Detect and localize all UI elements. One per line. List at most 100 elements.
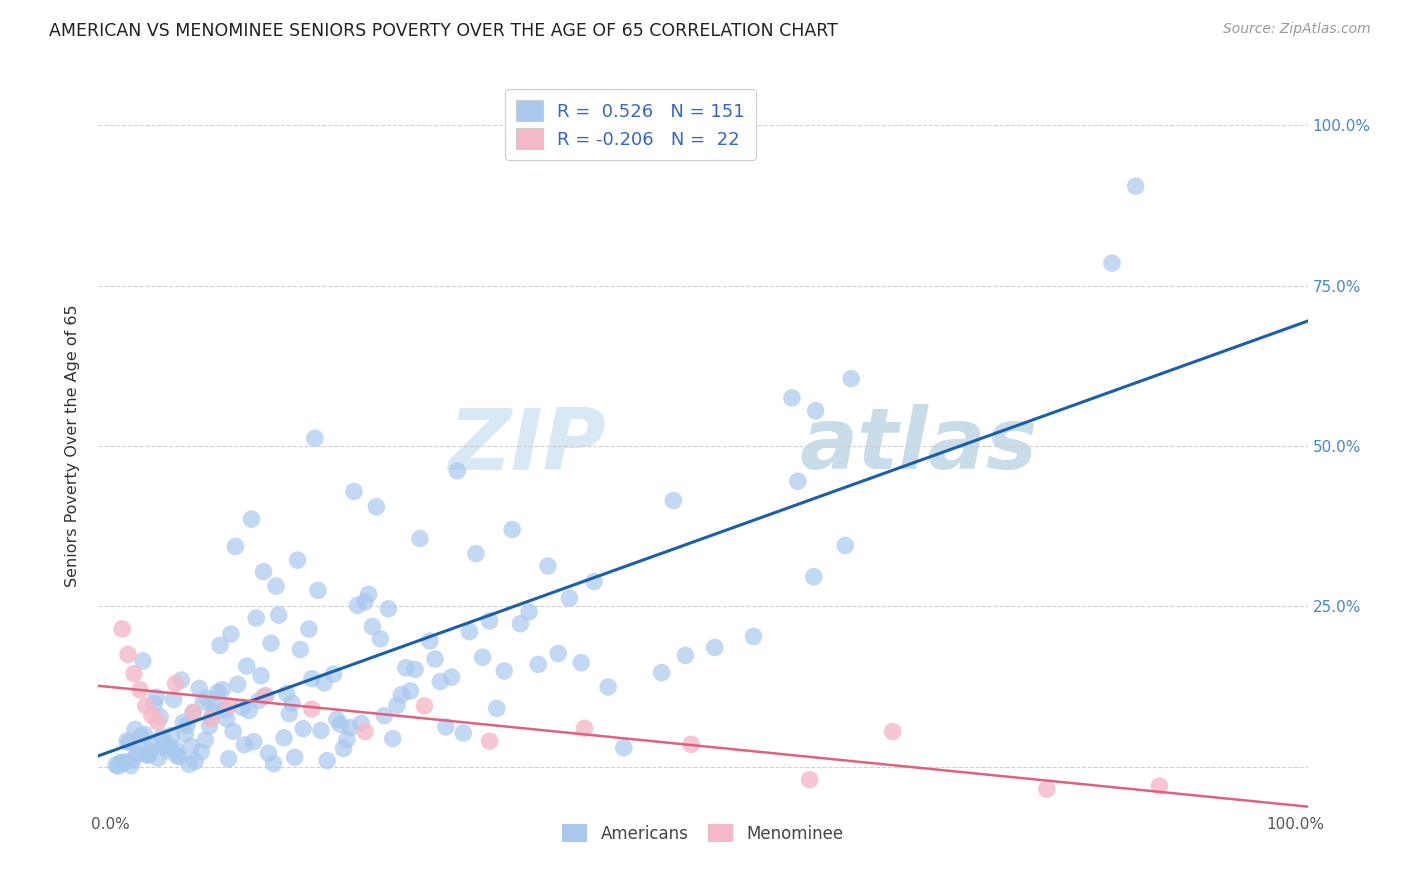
Point bbox=[385, 698, 408, 713]
Point bbox=[651, 665, 673, 680]
Point bbox=[110, 756, 132, 770]
Point bbox=[172, 715, 194, 730]
Point bbox=[1125, 179, 1147, 194]
Point bbox=[343, 484, 366, 499]
Point bbox=[276, 686, 298, 700]
Point bbox=[226, 677, 249, 691]
Point bbox=[208, 639, 231, 653]
Point bbox=[105, 758, 128, 772]
Point bbox=[250, 668, 273, 682]
Point bbox=[339, 721, 361, 735]
Point bbox=[409, 532, 432, 546]
Point bbox=[260, 636, 283, 650]
Point bbox=[200, 711, 222, 725]
Point bbox=[202, 705, 225, 719]
Text: AMERICAN VS MENOMINEE SENIORS POVERTY OVER THE AGE OF 65 CORRELATION CHART: AMERICAN VS MENOMINEE SENIORS POVERTY OV… bbox=[49, 22, 838, 40]
Point bbox=[190, 745, 212, 759]
Point bbox=[354, 724, 377, 739]
Point bbox=[780, 391, 803, 405]
Point bbox=[598, 680, 620, 694]
Point bbox=[404, 662, 426, 676]
Point bbox=[312, 676, 335, 690]
Point bbox=[527, 657, 550, 672]
Point bbox=[326, 713, 349, 727]
Point bbox=[107, 759, 129, 773]
Point bbox=[458, 624, 481, 639]
Point bbox=[135, 698, 157, 713]
Point bbox=[350, 716, 373, 731]
Point bbox=[252, 565, 274, 579]
Point bbox=[804, 403, 827, 417]
Point bbox=[273, 731, 295, 745]
Point bbox=[145, 690, 167, 705]
Point bbox=[198, 719, 221, 733]
Point bbox=[124, 723, 146, 737]
Point bbox=[478, 614, 501, 628]
Point bbox=[197, 691, 219, 706]
Point bbox=[122, 666, 145, 681]
Point bbox=[301, 702, 323, 716]
Point bbox=[377, 601, 399, 615]
Point bbox=[429, 674, 451, 689]
Point bbox=[446, 464, 468, 478]
Point bbox=[681, 737, 703, 751]
Point bbox=[254, 689, 277, 703]
Point bbox=[211, 682, 233, 697]
Point bbox=[346, 599, 368, 613]
Point bbox=[1149, 779, 1171, 793]
Point bbox=[662, 493, 685, 508]
Point bbox=[264, 579, 287, 593]
Point bbox=[218, 752, 240, 766]
Point bbox=[240, 512, 263, 526]
Point bbox=[368, 632, 391, 646]
Point bbox=[292, 722, 315, 736]
Point bbox=[134, 728, 156, 742]
Point bbox=[215, 712, 238, 726]
Point bbox=[786, 475, 808, 489]
Point bbox=[399, 684, 422, 698]
Point bbox=[143, 697, 166, 711]
Point bbox=[111, 622, 134, 636]
Point bbox=[224, 540, 246, 554]
Point bbox=[703, 640, 725, 655]
Point bbox=[257, 747, 280, 761]
Point bbox=[453, 726, 475, 740]
Point bbox=[287, 553, 309, 567]
Point bbox=[547, 647, 569, 661]
Point bbox=[298, 622, 321, 636]
Point bbox=[1101, 256, 1123, 270]
Point bbox=[238, 704, 260, 718]
Point bbox=[517, 605, 540, 619]
Point bbox=[117, 648, 139, 662]
Point bbox=[114, 755, 136, 769]
Point bbox=[329, 717, 352, 731]
Point bbox=[419, 634, 441, 648]
Point bbox=[613, 740, 636, 755]
Point bbox=[204, 699, 226, 714]
Point bbox=[471, 650, 494, 665]
Point bbox=[128, 746, 150, 760]
Point bbox=[389, 688, 412, 702]
Point bbox=[316, 754, 339, 768]
Point bbox=[115, 734, 138, 748]
Point bbox=[146, 714, 169, 729]
Point bbox=[153, 736, 176, 750]
Point bbox=[132, 654, 155, 668]
Point bbox=[509, 616, 531, 631]
Point bbox=[222, 724, 245, 739]
Point bbox=[138, 748, 160, 763]
Point bbox=[247, 694, 270, 708]
Point bbox=[882, 724, 904, 739]
Point bbox=[373, 708, 395, 723]
Point bbox=[166, 749, 188, 764]
Point bbox=[200, 712, 222, 726]
Point bbox=[141, 737, 163, 751]
Point bbox=[353, 595, 375, 609]
Point bbox=[170, 673, 193, 687]
Point bbox=[834, 538, 856, 552]
Point bbox=[366, 500, 388, 514]
Point bbox=[839, 371, 862, 385]
Point bbox=[181, 706, 204, 720]
Text: atlas: atlas bbox=[800, 404, 1038, 488]
Point bbox=[803, 570, 825, 584]
